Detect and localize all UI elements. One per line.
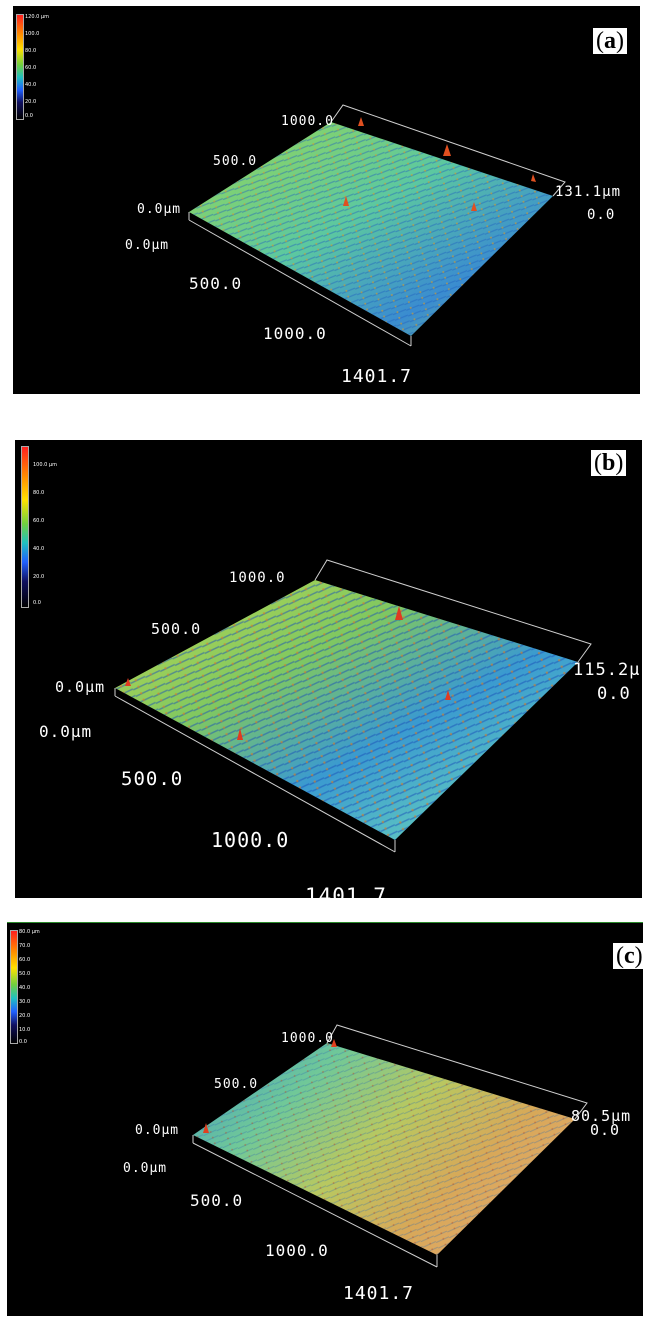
label-x-end: 1401.7 xyxy=(341,366,413,387)
label-x-500: 500.0 xyxy=(190,1191,244,1210)
scale-tick: 20.0 xyxy=(19,1013,31,1019)
label-origin-x: 0.0µm xyxy=(39,722,93,741)
color-scale-bar xyxy=(16,14,24,120)
scale-tick: 10.0 xyxy=(19,1027,31,1033)
label-back-y: 1000.0 xyxy=(229,570,286,586)
label-z-min: 0.0 xyxy=(587,207,616,223)
scale-tick: 80.0 µm xyxy=(19,929,40,935)
label-x-500: 500.0 xyxy=(189,274,243,293)
panel-letter-a: (a) xyxy=(593,28,627,54)
panel-c: 80.0 µm 70.0 60.0 50.0 40.0 30.0 20.0 10… xyxy=(7,922,643,1316)
scale-tick: 40.0 xyxy=(25,82,37,88)
scale-tick: 70.0 xyxy=(19,943,31,949)
scale-tick: 0.0 xyxy=(33,600,41,606)
scale-tick: 50.0 xyxy=(19,971,31,977)
label-origin-x: 0.0µm xyxy=(125,238,170,253)
label-origin-y: 0.0µm xyxy=(135,1123,180,1138)
label-mid-y: 500.0 xyxy=(213,154,258,169)
label-x-end: 1401.7 xyxy=(305,884,387,898)
label-origin-y: 0.0µm xyxy=(55,678,106,696)
surface-plot-a xyxy=(188,104,566,347)
scale-tick: 100.0 xyxy=(25,31,40,37)
label-z-max: 131.1µm xyxy=(555,184,622,200)
label-mid-y: 500.0 xyxy=(151,620,202,638)
label-x-1000: 1000.0 xyxy=(265,1241,329,1260)
scale-tick: 20.0 xyxy=(25,99,37,105)
label-back-y: 1000.0 xyxy=(281,114,334,129)
panel-letter-c: (c) xyxy=(613,943,643,969)
label-z-min: 0.0 xyxy=(590,1121,621,1139)
panel-letter-b: (b) xyxy=(591,450,627,476)
color-scale-bar xyxy=(21,446,29,608)
label-back-y: 1000.0 xyxy=(281,1031,334,1046)
panel-b: 100.0 µm 80.0 60.0 40.0 20.0 0.0 1000.0 … xyxy=(15,440,642,898)
scale-tick: 20.0 xyxy=(33,574,45,580)
label-z-min: 0.0 xyxy=(597,684,631,704)
scale-tick: 80.0 xyxy=(25,48,37,54)
label-x-end: 1401.7 xyxy=(343,1283,415,1304)
scale-tick: 60.0 xyxy=(19,957,31,963)
label-z-max: 115.2µ xyxy=(573,660,641,680)
scale-tick: 100.0 µm xyxy=(33,462,57,468)
scale-tick: 0.0 xyxy=(19,1039,27,1045)
surface-plot-c xyxy=(192,1024,588,1268)
scale-tick: 80.0 xyxy=(33,490,45,496)
scale-tick: 0.0 xyxy=(25,113,33,119)
scale-tick: 40.0 xyxy=(19,985,31,991)
label-x-1000: 1000.0 xyxy=(211,828,290,852)
surface-plot-b xyxy=(114,559,592,853)
scale-tick: 60.0 xyxy=(25,65,37,71)
label-z-max: 80.5µm xyxy=(571,1107,632,1125)
panel-a: 120.0 µm 100.0 80.0 60.0 40.0 20.0 0.0 1… xyxy=(13,6,640,394)
label-mid-y: 500.0 xyxy=(214,1077,259,1092)
label-origin-x: 0.0µm xyxy=(123,1161,168,1176)
scale-tick: 60.0 xyxy=(33,518,45,524)
scale-tick: 120.0 µm xyxy=(25,14,49,20)
label-x-1000: 1000.0 xyxy=(263,324,327,343)
label-x-500: 500.0 xyxy=(121,768,184,790)
scale-tick: 30.0 xyxy=(19,999,31,1005)
label-origin-y: 0.0µm xyxy=(137,202,182,217)
color-scale-bar xyxy=(10,930,18,1044)
scale-tick: 40.0 xyxy=(33,546,45,552)
